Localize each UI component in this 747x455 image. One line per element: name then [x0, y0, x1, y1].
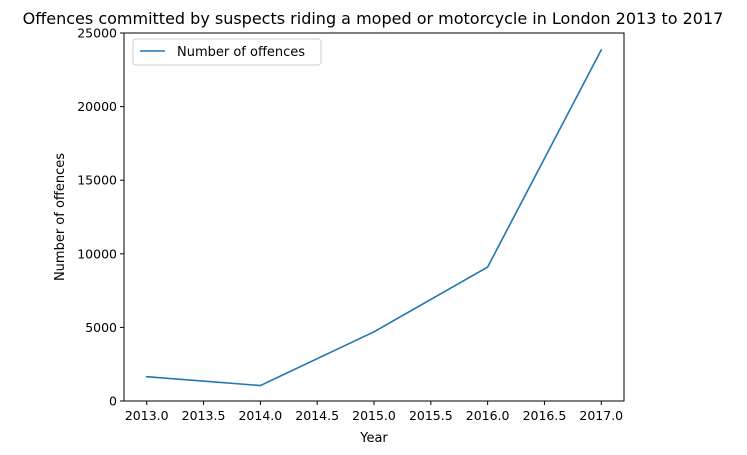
y-axis-label: Number of offences — [53, 153, 68, 281]
y-tick-label: 20000 — [77, 99, 117, 114]
y-tick-label: 5000 — [85, 320, 117, 335]
y-tick-label: 15000 — [77, 173, 117, 188]
x-axis: 2013.0 2013.5 2014.0 2014.5 2015.0 2015.5 2016… — [125, 401, 623, 423]
x-tick-label: 2014.0 — [238, 408, 282, 423]
chart-title: Offences committed by suspects riding a … — [23, 9, 724, 28]
data-point — [373, 331, 375, 333]
data-point — [486, 266, 489, 268]
y-axis: 0 5000 10000 15000 20000 25000 — [77, 26, 124, 409]
legend-box — [132, 38, 322, 66]
x-tick-label: 2015.0 — [352, 408, 396, 423]
x-tick-label: 2016.5 — [523, 408, 567, 423]
data-point — [145, 375, 148, 378]
series-layer — [145, 49, 603, 387]
x-tick-label: 2014.5 — [295, 408, 339, 423]
data-point — [259, 384, 262, 387]
x-tick-label: 2013.0 — [125, 408, 169, 423]
plot-background — [124, 33, 624, 401]
x-axis-label: Year — [359, 431, 388, 446]
legend: Number of offences — [132, 38, 322, 66]
plot-frame — [123, 32, 625, 402]
x-tick-label: 2013.5 — [182, 408, 226, 423]
x-tick-label: 2016.0 — [466, 408, 510, 423]
data-point — [600, 49, 603, 51]
y-tick-label: 25000 — [77, 26, 117, 41]
y-tick-label: 10000 — [77, 246, 117, 261]
x-tick-label: 2017.0 — [579, 408, 623, 423]
y-tick-label: 0 — [109, 394, 117, 409]
legend-label: Number of offences — [177, 45, 305, 60]
x-tick-label: 2015.5 — [409, 408, 453, 423]
plot-area — [124, 33, 624, 401]
